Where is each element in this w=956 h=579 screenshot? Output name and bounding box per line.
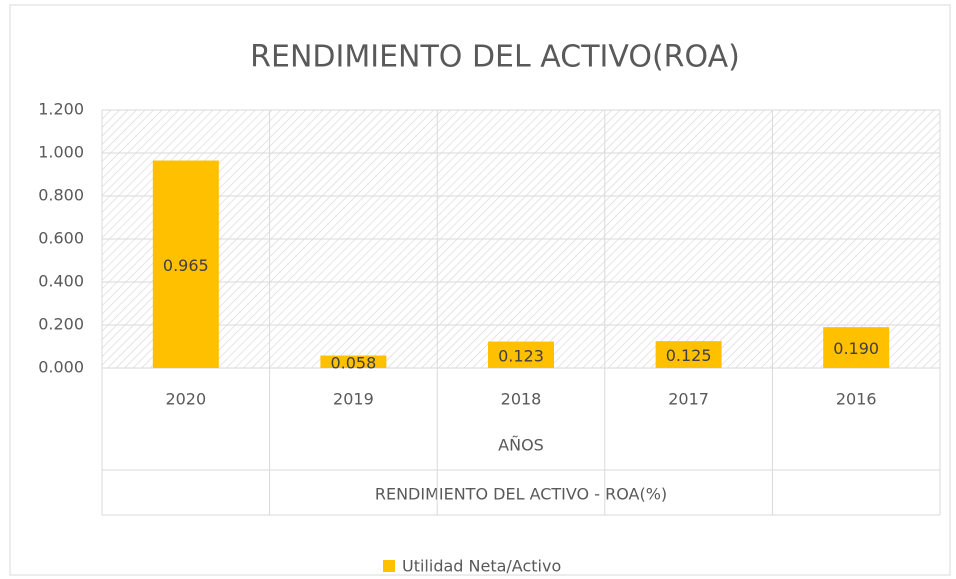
chart-title: RENDIMIENTO DEL ACTIVO(ROA) — [250, 40, 740, 75]
data-label: 0.965 — [163, 256, 209, 275]
x-tick-label: 2020 — [165, 390, 206, 409]
x-tick-label: 2018 — [501, 390, 542, 409]
bar — [823, 327, 890, 368]
y-tick-label: 0.600 — [38, 229, 84, 248]
y-tick-label: 0.200 — [38, 315, 84, 334]
bar — [320, 355, 387, 368]
legend-swatch — [383, 560, 395, 572]
data-label: 0.058 — [330, 353, 376, 372]
y-tick-label: 0.800 — [38, 186, 84, 205]
bar — [655, 341, 722, 368]
y-tick-label: 1.200 — [38, 100, 84, 119]
x-tick-label: 2017 — [668, 390, 709, 409]
x-tick-label: 2016 — [836, 390, 877, 409]
y-tick-label: 1.000 — [38, 143, 84, 162]
x-axis-caption: RENDIMIENTO DEL ACTIVO - ROA(%) — [375, 485, 667, 504]
data-label: 0.125 — [666, 346, 712, 365]
legend-label: Utilidad Neta/Activo — [402, 557, 561, 576]
y-tick-label: 0.400 — [38, 272, 84, 291]
data-label: 0.123 — [498, 346, 544, 365]
data-label: 0.190 — [833, 339, 879, 358]
bar — [152, 160, 219, 368]
x-tick-label: 2019 — [333, 390, 374, 409]
x-axis-title: AÑOS — [498, 436, 544, 455]
bar — [488, 341, 554, 368]
y-tick-label: 0.000 — [38, 358, 84, 377]
